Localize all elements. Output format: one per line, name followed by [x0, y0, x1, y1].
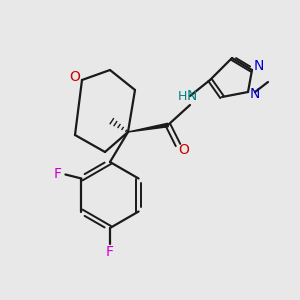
Text: H: H — [177, 89, 187, 103]
Text: F: F — [53, 167, 62, 181]
Text: O: O — [178, 143, 189, 157]
Text: N: N — [187, 89, 197, 103]
Polygon shape — [128, 123, 168, 132]
Text: O: O — [70, 70, 80, 84]
Text: N: N — [254, 59, 264, 73]
Text: N: N — [250, 87, 260, 101]
Text: F: F — [106, 245, 114, 259]
